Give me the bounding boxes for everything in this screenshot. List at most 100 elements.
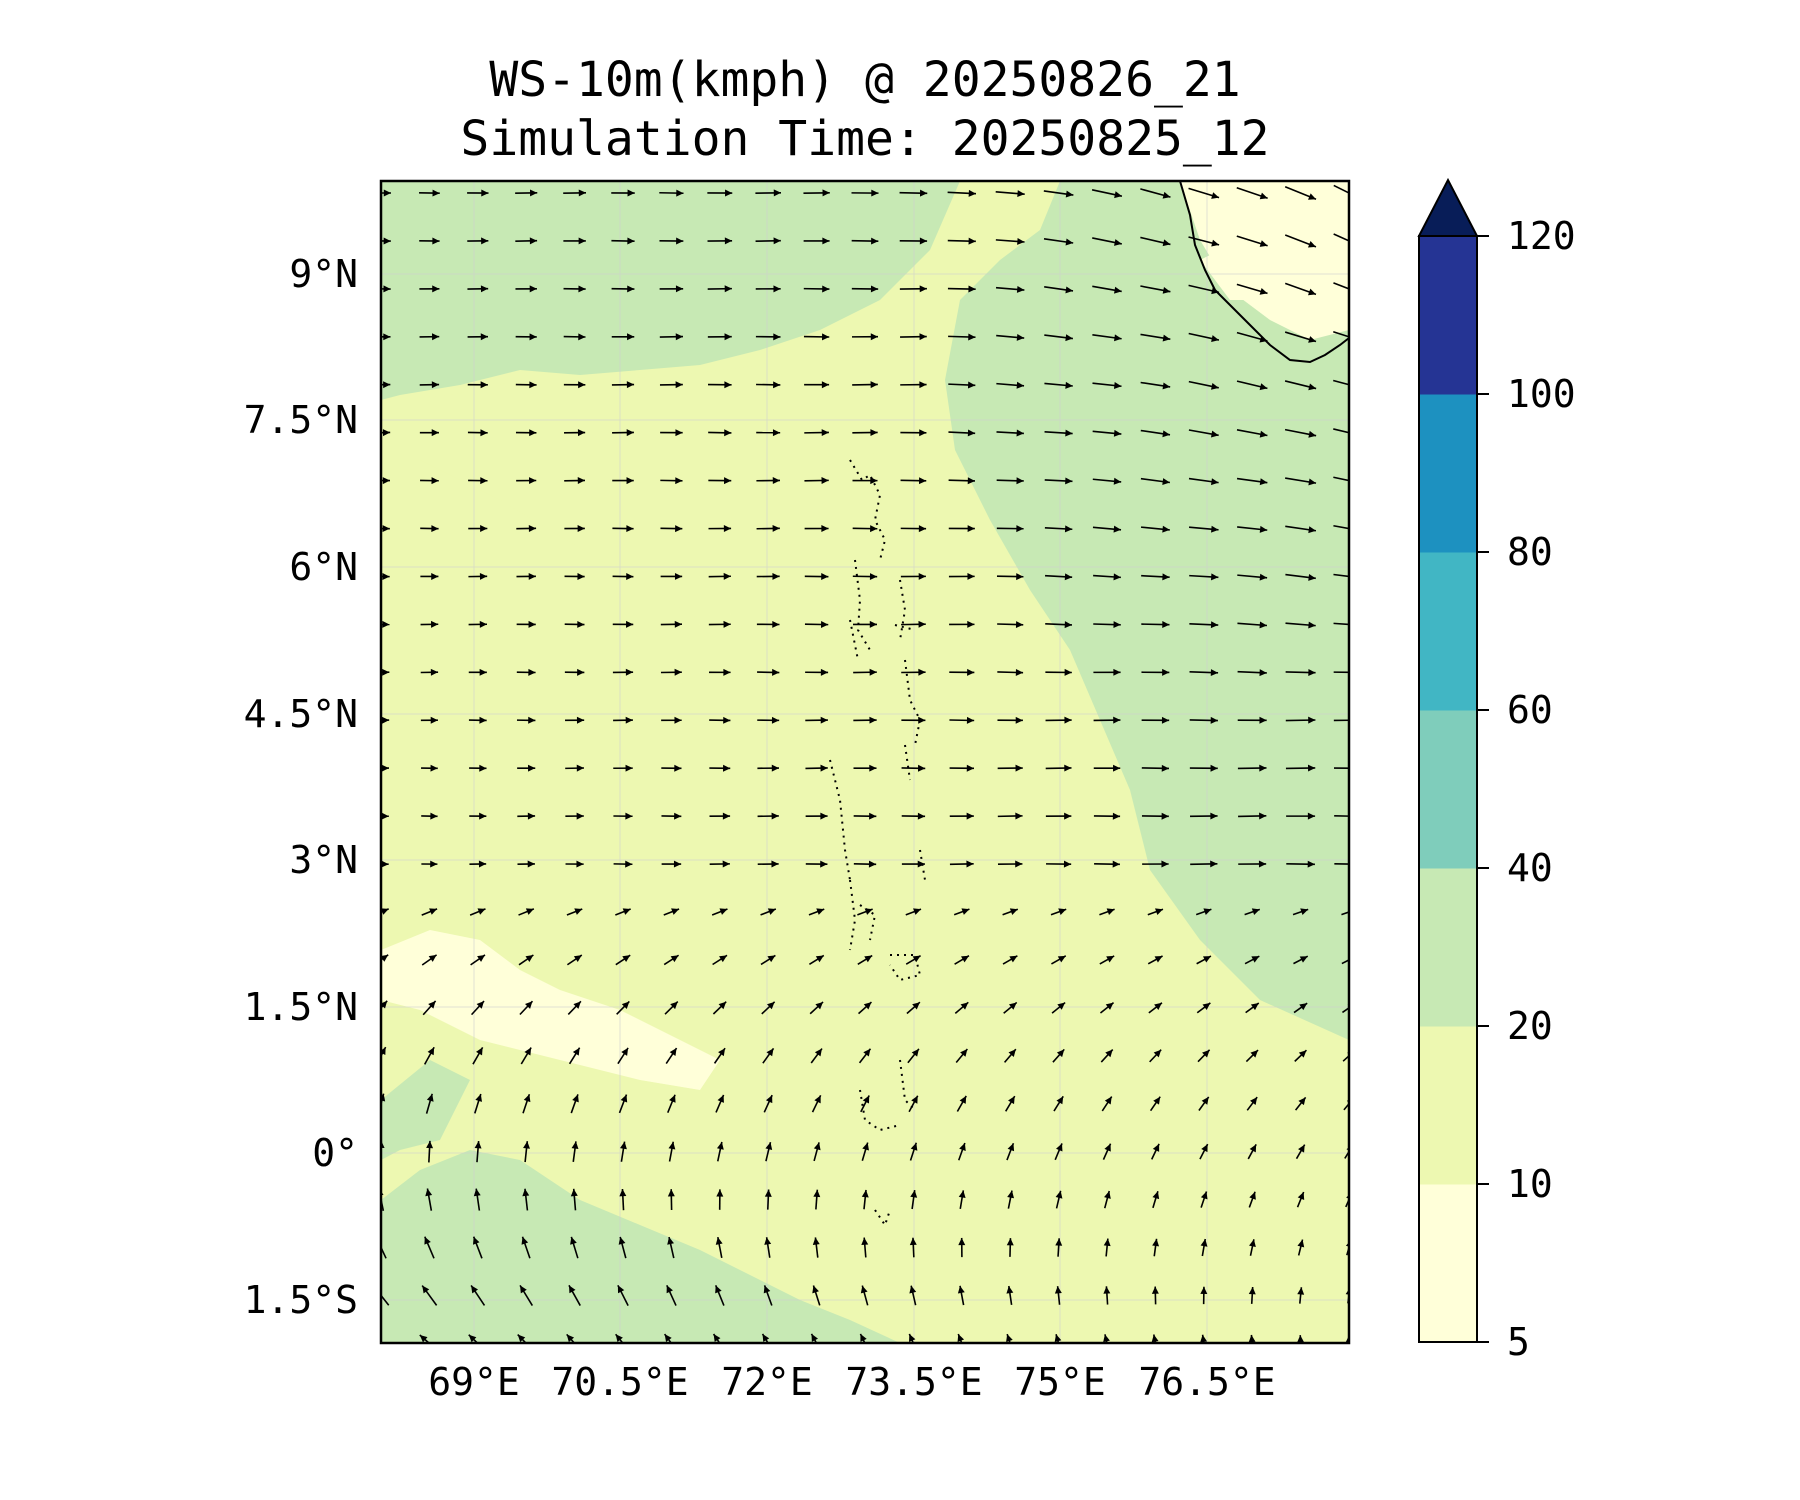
- wind-vector-head: [716, 1141, 724, 1150]
- wind-speed-shading: [381, 181, 1349, 1343]
- wind-vector-head: [763, 1285, 771, 1294]
- wind-vector-head: [1009, 955, 1018, 963]
- wind-vector-head: [1211, 525, 1219, 533]
- wind-vector-head: [918, 668, 926, 676]
- wind-vector-head: [1161, 764, 1169, 772]
- wind-vector-head: [480, 285, 489, 293]
- lon-tick-label: 69°E: [428, 1360, 520, 1404]
- wind-vector-head: [1063, 860, 1072, 868]
- wind-vector-head: [1308, 430, 1317, 438]
- wind-vector-head: [669, 1094, 676, 1103]
- wind-vector-head: [870, 477, 878, 485]
- colorbar-segment: [1419, 1184, 1477, 1343]
- wind-vector-shaft: [1344, 1150, 1349, 1159]
- wind-vector-head: [1064, 621, 1072, 629]
- wind-vector-head: [1112, 812, 1121, 820]
- wind-vector-head: [1006, 1285, 1014, 1294]
- wind-vector-head: [966, 860, 974, 868]
- wind-vector-head: [1016, 525, 1024, 533]
- wind-vector-head: [820, 620, 829, 628]
- wind-vector-head: [1162, 334, 1171, 342]
- lat-tick-label: 9°N: [289, 252, 358, 296]
- wind-vector-head: [911, 1048, 919, 1057]
- wind-vector-shaft: [1333, 573, 1349, 578]
- wind-vector-head: [668, 1141, 676, 1150]
- wind-vector-head: [621, 1047, 629, 1056]
- wind-vector-head: [1356, 194, 1364, 200]
- wind-vector-head: [529, 477, 537, 485]
- wind-vector-head: [968, 189, 976, 197]
- wind-vector-head: [1161, 812, 1169, 820]
- wind-vector-head: [864, 908, 873, 915]
- wind-vector-head: [772, 524, 780, 532]
- wind-vector-head: [1202, 1002, 1211, 1011]
- wind-vector-head: [382, 668, 390, 676]
- wind-vector-head: [381, 716, 390, 724]
- wind-vector-shaft: [1333, 184, 1349, 194]
- wind-vector-head: [1249, 1191, 1256, 1200]
- wind-vector-head: [1056, 1096, 1064, 1105]
- wind-vector-head: [1162, 430, 1171, 438]
- wind-vector-head: [1015, 621, 1024, 629]
- shading-band-5-10-east-patch: [1200, 230, 1300, 300]
- wind-vector-head: [625, 668, 634, 676]
- wind-vector-head: [517, 1334, 526, 1343]
- wind-vector-head: [1200, 1334, 1208, 1343]
- wind-vector-head: [1357, 669, 1364, 676]
- wind-vector-head: [1298, 1097, 1306, 1106]
- wind-vector-head: [1297, 1287, 1305, 1295]
- shading-band-20-40-northwest: [381, 181, 960, 400]
- wind-vector-head: [1152, 1143, 1160, 1152]
- wind-vector-shaft: [1333, 524, 1349, 530]
- wind-vector-head: [765, 1095, 773, 1104]
- wind-vector-head: [862, 1142, 869, 1151]
- wind-vector-head: [820, 716, 828, 724]
- wind-vector-head: [1016, 285, 1025, 293]
- wind-vector-head: [1211, 287, 1220, 295]
- wind-vector-head: [1151, 1286, 1159, 1294]
- wind-vector-head: [869, 812, 877, 820]
- wind-vector-head: [1017, 190, 1025, 198]
- wind-vector-head: [1357, 431, 1365, 438]
- wind-vector-head: [909, 1333, 916, 1342]
- india-coastline: [1179, 181, 1349, 364]
- latitude-axis: 9°N 7.5°N 6°N 4.5°N 3°N 1.5°N 0° 1.5°S: [244, 252, 358, 1322]
- wind-vector-head: [870, 333, 878, 341]
- wind-vector-head: [1007, 1190, 1015, 1199]
- lat-tick-label: 6°N: [289, 545, 358, 589]
- wind-vector-head: [528, 620, 536, 628]
- wind-vector-head: [869, 716, 877, 724]
- wind-vector-head: [772, 572, 780, 580]
- wind-vector-shaft: [1345, 1197, 1349, 1208]
- wind-vector-head: [968, 333, 976, 341]
- wind-vector-head: [667, 1189, 675, 1197]
- wind-vector-head: [573, 1001, 581, 1009]
- wind-vector-head: [574, 908, 583, 915]
- wind-vector-head: [1056, 1049, 1065, 1058]
- wind-vector-head: [621, 1001, 630, 1010]
- wind-vector-head: [1308, 336, 1317, 343]
- wind-vector-head: [1113, 382, 1122, 389]
- wind-vector-head: [870, 381, 878, 389]
- wind-vector-head: [723, 668, 731, 676]
- wind-vector-shaft: [1341, 1006, 1349, 1014]
- wind-vector-head: [1008, 1049, 1016, 1057]
- wind-vector-head: [626, 620, 634, 628]
- wind-vector-head: [911, 1095, 918, 1104]
- wind-vector-head: [717, 1094, 724, 1103]
- wind-vector-head: [1211, 239, 1220, 247]
- wind-vector-head: [428, 954, 437, 962]
- wind-vector-head: [383, 189, 391, 197]
- wind-vector-head: [669, 1048, 677, 1056]
- wind-vector-head: [383, 381, 391, 389]
- wind-vector-head: [674, 812, 682, 820]
- wind-vector-shaft: [1342, 1054, 1349, 1062]
- wind-vector-head: [718, 1048, 726, 1057]
- wind-vector-head: [383, 285, 391, 293]
- colorbar-segment: [1419, 710, 1477, 869]
- wind-vector-shaft: [1333, 331, 1349, 338]
- colorbar-segment: [1419, 552, 1477, 711]
- wind-vector-head: [1016, 381, 1025, 389]
- wind-vector-head: [578, 237, 586, 245]
- wind-vector-head: [382, 525, 390, 533]
